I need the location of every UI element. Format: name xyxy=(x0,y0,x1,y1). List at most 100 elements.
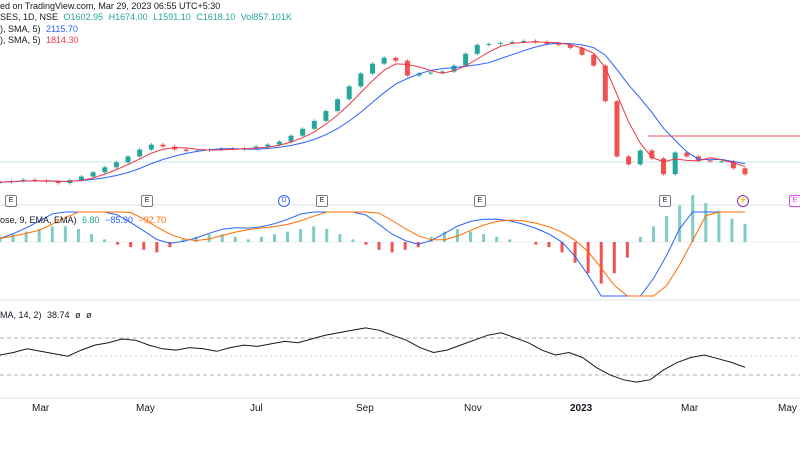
macd-bar xyxy=(351,239,355,242)
ma1-value: 2115.70 xyxy=(46,24,78,34)
ma-legend: ), SMA, 5) 2115.70 ), SMA, 5) 1814.30 xyxy=(0,24,79,46)
candle-body xyxy=(335,99,341,112)
candle-body xyxy=(544,41,550,44)
signal-line xyxy=(0,211,745,297)
candle-body xyxy=(404,60,410,76)
month-label: Mar xyxy=(32,403,50,414)
candle-body xyxy=(556,43,562,45)
candle-body xyxy=(288,135,294,142)
macd-bar xyxy=(299,229,303,242)
macd-bar xyxy=(599,242,603,284)
candle-body xyxy=(591,54,597,66)
split-marker[interactable]: ⚡ xyxy=(737,195,749,207)
candle-body xyxy=(148,144,154,150)
ma2-value: 1814.30 xyxy=(46,35,79,45)
candle-body xyxy=(393,57,399,61)
macd-bar xyxy=(233,236,237,242)
macd-bar xyxy=(142,242,146,250)
rsi-ext2: ø xyxy=(86,310,92,320)
candle-body xyxy=(719,161,725,163)
macd-bar xyxy=(116,242,120,245)
candle-body xyxy=(428,72,434,74)
macd-bar xyxy=(168,242,172,248)
candle-body xyxy=(626,156,632,165)
macd-bar xyxy=(50,226,54,242)
earnings-marker[interactable]: E xyxy=(316,195,328,207)
volume-value: Vol857.101K xyxy=(240,12,292,22)
symbol-legend: SES, 1D, NSE O1602.95 H1674.00 L1591.10 … xyxy=(0,12,292,23)
macd-bar xyxy=(665,216,669,242)
candle-body xyxy=(498,42,504,44)
macd-bar xyxy=(586,242,590,274)
macd-bar xyxy=(638,236,642,242)
candle-body xyxy=(311,120,317,129)
macd-bar xyxy=(312,226,316,242)
earnings-marker[interactable]: E xyxy=(5,195,17,207)
macd-bar xyxy=(730,218,734,242)
macd-hist-value: 6.80 xyxy=(82,215,100,225)
macd-line xyxy=(0,211,745,297)
macd-bar xyxy=(11,234,15,242)
macd-label: ose, 9, EMA, EMA) xyxy=(0,215,77,225)
candle-body xyxy=(614,101,620,157)
month-label: Nov xyxy=(464,403,482,414)
candle-body xyxy=(730,161,736,169)
candle-body xyxy=(0,182,3,184)
macd-bar xyxy=(560,242,564,253)
macd-histogram xyxy=(0,195,747,284)
candle-body xyxy=(265,144,271,147)
rsi-line xyxy=(0,327,746,383)
candle-body xyxy=(439,71,445,73)
ma1-label: ), SMA, 5) xyxy=(0,24,41,34)
candle-body xyxy=(602,65,608,102)
candle-body xyxy=(381,57,387,64)
macd-bar xyxy=(89,234,93,242)
future-earnings-marker[interactable]: E xyxy=(789,195,800,207)
candle-body xyxy=(579,47,585,55)
macd-legend: ose, 9, EMA, EMA) 6.80 −85.90 −92.70 xyxy=(0,215,166,226)
macd-bar xyxy=(24,231,28,242)
earnings-marker[interactable]: E xyxy=(141,195,153,207)
earnings-marker[interactable]: E xyxy=(659,195,671,207)
macd-bar xyxy=(508,239,512,242)
candle-body xyxy=(113,162,119,168)
source-line: ed on TradingView.com, Mar 29, 2023 06:5… xyxy=(0,1,221,11)
low-value: L1591.10 xyxy=(153,12,191,22)
macd-bar xyxy=(181,239,185,242)
macd-bar xyxy=(155,242,159,253)
ma-line-1 xyxy=(0,42,746,183)
macd-bar xyxy=(455,229,459,242)
macd-bar xyxy=(259,236,263,242)
macd-value: −85.90 xyxy=(105,215,133,225)
candlestick-series xyxy=(0,39,748,185)
chart-header: ed on TradingView.com, Mar 29, 2023 06:5… xyxy=(0,1,220,12)
candle-body xyxy=(183,149,189,151)
dividend-marker[interactable]: D xyxy=(278,195,290,207)
month-label: May xyxy=(778,403,797,414)
macd-bar xyxy=(129,242,133,248)
macd-bar xyxy=(325,229,329,242)
earnings-marker[interactable]: E xyxy=(474,195,486,207)
candle-body xyxy=(521,40,527,42)
candle-body xyxy=(20,179,26,182)
candle-body xyxy=(672,152,678,175)
macd-bar xyxy=(547,242,551,248)
high-value: H1674.00 xyxy=(108,12,148,22)
macd-bar xyxy=(220,234,224,242)
macd-bar xyxy=(573,242,577,263)
candle-body xyxy=(707,160,713,162)
candle-body xyxy=(125,156,131,163)
candle-body xyxy=(160,144,166,147)
macd-bar xyxy=(364,242,368,245)
macd-bar xyxy=(495,236,499,242)
candle-body xyxy=(300,128,306,136)
macd-bar xyxy=(482,234,486,242)
candle-body xyxy=(661,158,667,175)
candle-body xyxy=(78,176,84,181)
macd-bar xyxy=(194,236,198,242)
macd-bar xyxy=(469,231,473,242)
candle-body xyxy=(486,43,492,45)
macd-bar xyxy=(390,242,394,253)
month-label: May xyxy=(136,403,155,414)
